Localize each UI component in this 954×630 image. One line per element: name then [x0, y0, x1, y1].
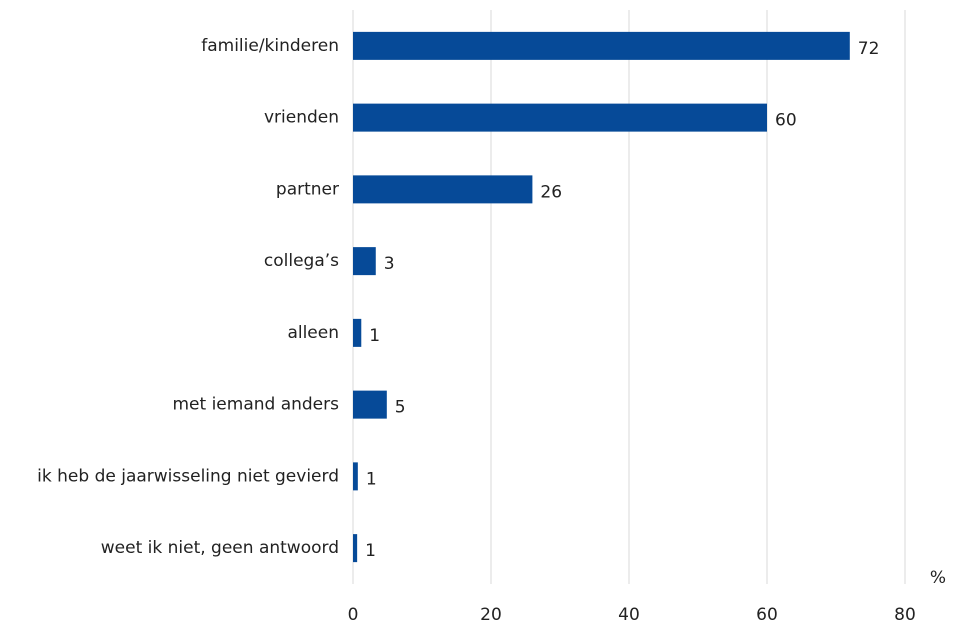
bar — [353, 103, 767, 132]
x-tick-label: 20 — [480, 605, 502, 625]
value-label: 72 — [858, 39, 880, 59]
x-tick-label: 40 — [618, 605, 640, 625]
bar — [353, 462, 358, 491]
y-tick-label: weet ik niet, geen antwoord — [101, 538, 339, 558]
value-label: 5 — [395, 398, 406, 418]
y-tick-label: collega’s — [264, 251, 339, 271]
y-tick-label: vrienden — [264, 108, 339, 128]
bar — [353, 31, 850, 60]
value-label: 60 — [775, 111, 797, 131]
y-tick-label: ik heb de jaarwisseling niet gevierd — [37, 466, 339, 486]
value-label: 1 — [365, 541, 376, 561]
y-tick-label: met iemand anders — [172, 395, 339, 415]
value-label: 26 — [540, 182, 562, 202]
value-label: 1 — [369, 326, 380, 346]
y-tick-label: partner — [276, 179, 339, 199]
bar — [353, 390, 387, 419]
y-tick-label: alleen — [287, 323, 339, 343]
x-tick-label: 0 — [348, 605, 359, 625]
value-label: 1 — [366, 469, 377, 489]
value-label: 3 — [384, 254, 395, 274]
bar — [353, 247, 376, 276]
x-tick-label: 80 — [894, 605, 916, 625]
y-tick-label: familie/kinderen — [201, 36, 339, 56]
bar — [353, 534, 358, 563]
bar — [353, 175, 533, 204]
bar — [353, 318, 362, 347]
x-tick-label: 60 — [756, 605, 778, 625]
unit-label: % — [930, 568, 946, 588]
